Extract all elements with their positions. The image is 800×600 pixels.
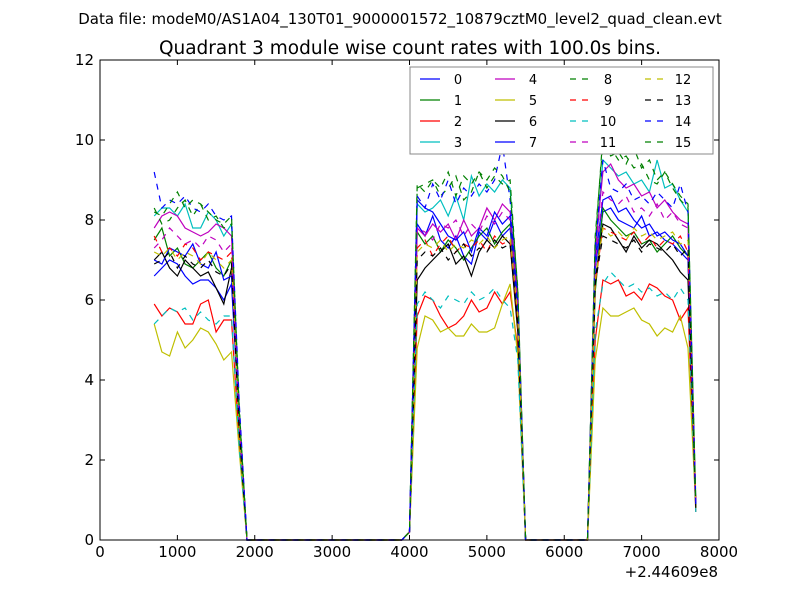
suptitle: Data file: modeM0/AS1A04_130T01_90000015… xyxy=(78,10,722,29)
y-tick-label: 6 xyxy=(84,291,94,309)
legend-item-7: 7 xyxy=(495,136,537,151)
legend-label: 10 xyxy=(600,115,617,130)
legend-label: 8 xyxy=(604,73,612,88)
legend-label: 3 xyxy=(454,136,462,151)
legend-label: 6 xyxy=(529,115,537,130)
axes-frame xyxy=(99,59,720,541)
series-line-10 xyxy=(153,271,697,541)
y-tick-label: 4 xyxy=(84,371,94,389)
legend-item-6: 6 xyxy=(495,115,537,130)
x-tick-label: 4000 xyxy=(390,543,428,561)
legend-label: 12 xyxy=(675,73,692,88)
legend-item-9: 9 xyxy=(570,94,612,109)
x-tick-label: 1000 xyxy=(158,543,196,561)
legend-item-5: 5 xyxy=(495,94,537,109)
x-tick-label: 6000 xyxy=(545,543,583,561)
legend-label: 0 xyxy=(454,73,462,88)
y-tick-label: 2 xyxy=(84,451,94,469)
legend-label: 15 xyxy=(675,136,692,151)
x-tick-label: 8000 xyxy=(700,543,738,561)
axis-ticks: 0 1000 2000 3000 4000 5000 6000 7000 80000246810… xyxy=(75,51,738,561)
x-tick-label: 0 xyxy=(95,543,105,561)
legend-item-14: 14 xyxy=(645,115,691,130)
x-tick-label: 2000 xyxy=(236,543,274,561)
legend-label: 5 xyxy=(529,94,537,109)
x-tick-label: 5000 xyxy=(468,543,506,561)
legend-item-3: 3 xyxy=(420,136,462,151)
legend-label: 9 xyxy=(604,94,612,109)
y-tick-label: 10 xyxy=(75,131,94,149)
legend-item-10: 10 xyxy=(570,115,616,130)
legend-item-0: 0 xyxy=(420,73,462,88)
y-tick-label: 0 xyxy=(84,531,94,549)
legend-label: 13 xyxy=(675,94,692,109)
legend-item-15: 15 xyxy=(645,136,691,151)
legend-item-11: 11 xyxy=(570,136,616,151)
x-tick-label: 7000 xyxy=(623,543,661,561)
y-tick-label: 12 xyxy=(75,51,94,69)
legend-item-2: 2 xyxy=(420,115,462,130)
legend-label: 14 xyxy=(675,115,692,130)
y-tick-label: 8 xyxy=(84,211,94,229)
legend-label: 2 xyxy=(454,115,462,130)
legend-item-12: 12 xyxy=(645,73,691,88)
legend-label: 4 xyxy=(529,73,537,88)
legend-item-8: 8 xyxy=(570,73,612,88)
legend-box xyxy=(409,66,714,155)
legend-item-4: 4 xyxy=(495,73,537,88)
legend-item-13: 13 xyxy=(645,94,691,109)
chart-title: Quadrant 3 module wise count rates with … xyxy=(159,38,661,59)
legend-item-1: 1 xyxy=(420,94,462,109)
legend-label: 7 xyxy=(529,136,537,151)
x-offset-label: +2.44609e8 xyxy=(625,563,718,581)
legend-label: 1 xyxy=(454,94,462,109)
series-line-14 xyxy=(153,143,697,541)
x-tick-label: 3000 xyxy=(313,543,351,561)
legend-label: 11 xyxy=(600,136,617,151)
